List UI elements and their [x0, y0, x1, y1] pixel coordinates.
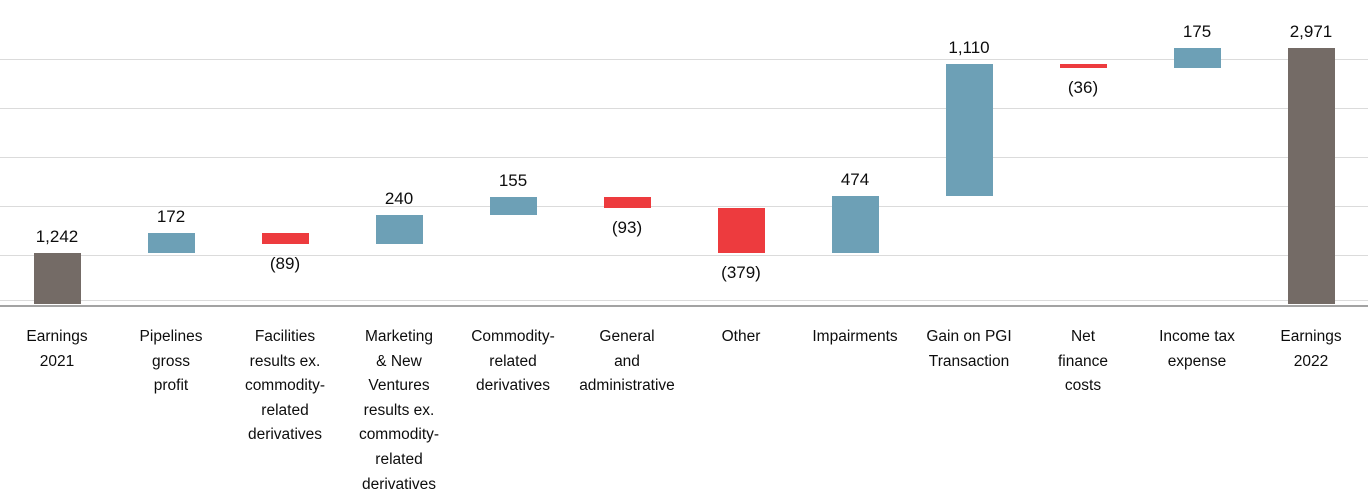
- category-label-marketing-new-ventures-results-ex-commodity-related-derivatives: Marketing & New Ventures results ex. com…: [358, 328, 440, 493]
- bar-income-tax-expense: [1173, 47, 1221, 69]
- bar-general-and-administrative: [603, 196, 651, 208]
- category-label-commodity-related-derivatives: Commodity- related derivatives: [471, 328, 555, 395]
- category-label-income-tax-expense: Income tax expense: [1159, 328, 1235, 370]
- category-label-net-finance-costs: Net finance costs: [1058, 328, 1108, 395]
- value-label-earnings-2021: 1,242: [35, 227, 79, 247]
- bar-other: [717, 207, 765, 253]
- gridline: [0, 206, 1368, 207]
- category-label-facilities-results-ex-commodity-related-derivatives: Facilities results ex. commodity- relate…: [244, 328, 326, 444]
- value-label-earnings-2022: 2,971: [1289, 21, 1333, 41]
- gridline: [0, 157, 1368, 158]
- value-label-income-tax-expense: 175: [1182, 21, 1212, 41]
- gridline: [0, 255, 1368, 256]
- value-label-impairments: 474: [840, 170, 870, 190]
- value-label-commodity-related-derivatives: 155: [498, 170, 528, 190]
- category-label-general-and-administrative: General and administrative: [579, 328, 675, 395]
- gridline: [0, 300, 1368, 301]
- category-label-pipelines-gross-profit: Pipelines gross profit: [139, 328, 203, 395]
- bar-pipelines-gross-profit: [147, 232, 195, 254]
- value-label-net-finance-costs: (36): [1067, 78, 1099, 98]
- bar-gain-on-pgi-transaction: [945, 64, 993, 197]
- bar-facilities-results-ex-commodity-related-derivatives: [261, 232, 309, 244]
- value-label-general-and-administrative: (93): [611, 217, 643, 237]
- gridline: [0, 59, 1368, 60]
- value-label-marketing-new-ventures-results-ex-commodity-related-derivatives: 240: [384, 188, 414, 208]
- category-label-other: Other: [721, 328, 761, 345]
- bar-commodity-related-derivatives: [489, 196, 537, 215]
- category-label-gain-on-pgi-transaction: Gain on PGI Transaction: [926, 328, 1012, 370]
- category-label-impairments: Impairments: [812, 328, 898, 345]
- gridline: [0, 108, 1368, 109]
- bar-marketing-new-ventures-results-ex-commodity-related-derivatives: [375, 214, 423, 244]
- value-label-pipelines-gross-profit: 172: [156, 206, 186, 226]
- value-label-gain-on-pgi-transaction: 1,110: [948, 38, 990, 58]
- bar-earnings-2022: [1287, 47, 1335, 305]
- bar-earnings-2021: [33, 253, 81, 305]
- x-axis-line: [0, 304, 1368, 307]
- bar-impairments: [831, 196, 879, 253]
- value-label-other: (379): [721, 262, 761, 282]
- value-label-facilities-results-ex-commodity-related-derivatives: (89): [269, 253, 301, 273]
- bar-net-finance-costs: [1059, 64, 1107, 69]
- category-label-earnings-2021: Earnings 2021: [26, 328, 88, 370]
- category-label-earnings-2022: Earnings 2022: [1280, 328, 1342, 370]
